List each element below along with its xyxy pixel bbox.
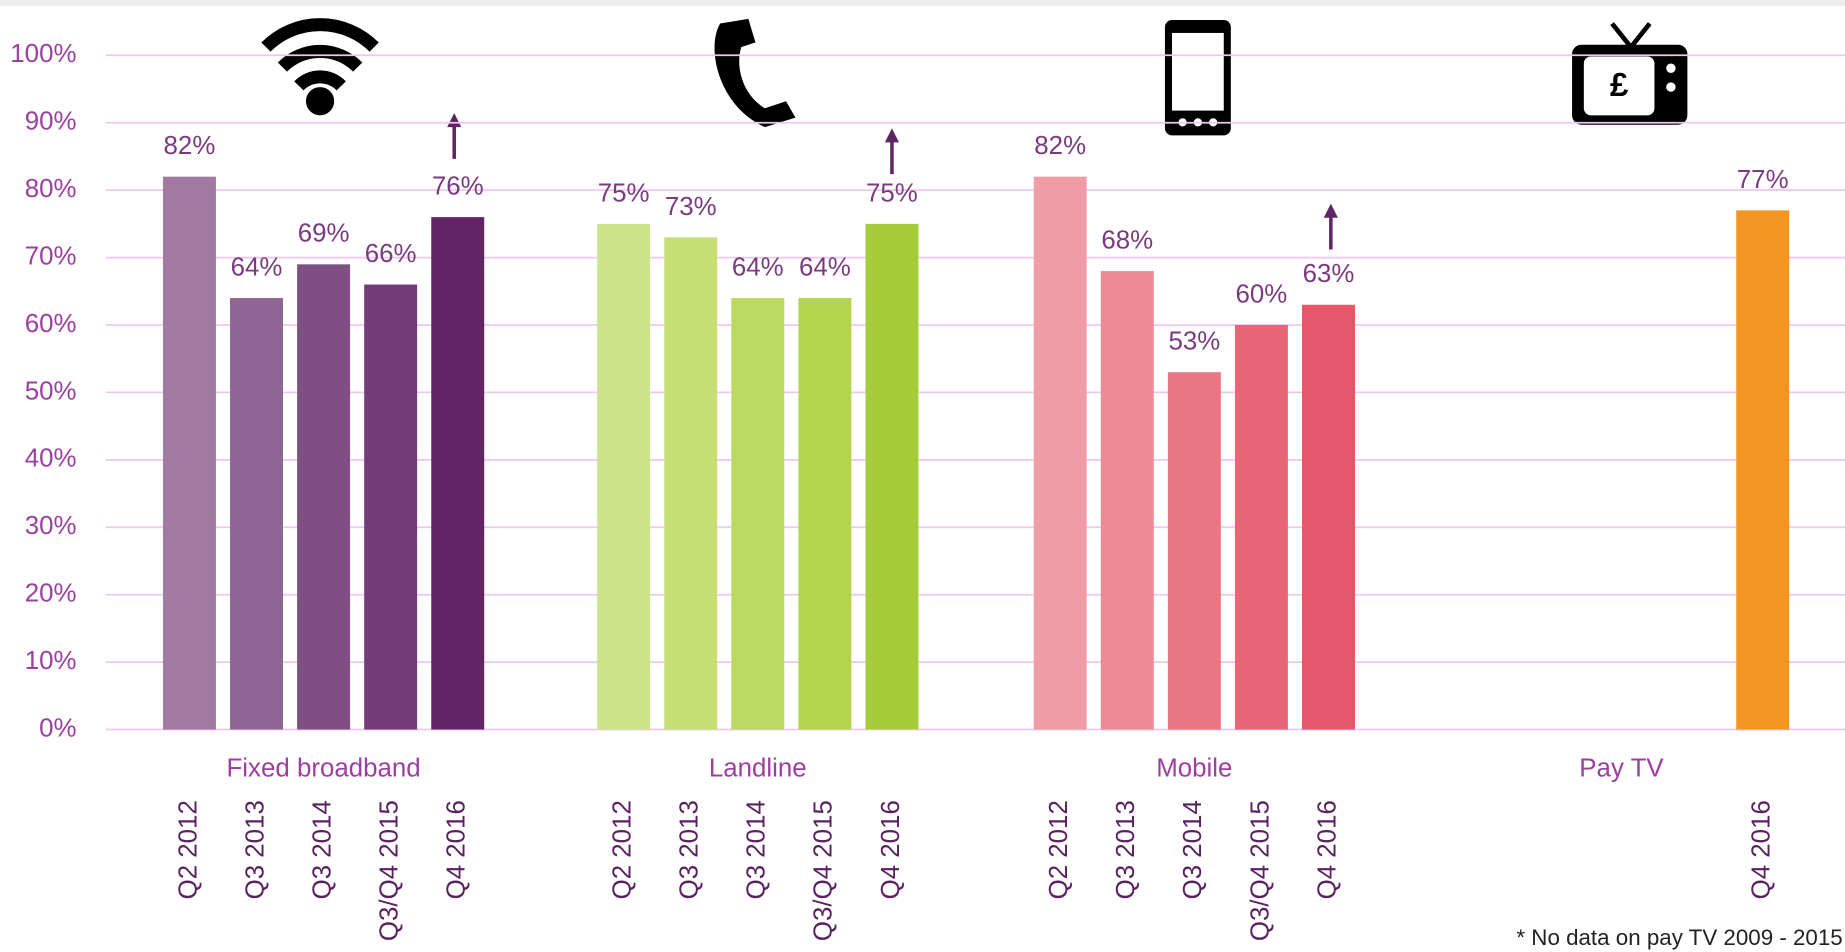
y-tick-label: 90% <box>25 108 77 136</box>
value-label: 53% <box>1168 328 1220 356</box>
y-tick-label: 20% <box>25 580 77 608</box>
x-tick-label: Q3 2014 <box>1179 800 1207 899</box>
x-tick-label: Q4 2016 <box>1313 800 1341 899</box>
y-tick-label: 80% <box>25 175 77 203</box>
value-label: 64% <box>231 253 283 281</box>
bar <box>865 223 919 730</box>
x-tick-label: Q4 2016 <box>443 800 471 899</box>
bar <box>162 176 216 730</box>
group-label: Landline <box>709 754 807 782</box>
phone-icon <box>714 18 796 128</box>
x-tick-label: Q3 2013 <box>241 800 269 899</box>
value-label: 75% <box>866 179 918 207</box>
y-tick-label: 30% <box>25 512 77 540</box>
value-label: 66% <box>365 240 417 268</box>
x-tick-label: Q2 2012 <box>608 800 636 899</box>
value-label: 75% <box>598 179 650 207</box>
bar <box>731 298 785 730</box>
bar <box>1100 271 1154 730</box>
bar <box>364 284 418 730</box>
x-tick-label: Q4 2016 <box>1748 800 1776 899</box>
x-tick-label: Q3/Q4 2015 <box>376 800 404 941</box>
x-tick-label: Q2 2012 <box>1045 800 1073 899</box>
bar <box>431 217 485 730</box>
y-tick-label: 10% <box>25 647 77 675</box>
top-bar <box>0 0 1845 6</box>
bar <box>1033 176 1087 730</box>
value-label: 63% <box>1303 260 1355 288</box>
y-tick-label: 0% <box>39 714 76 742</box>
x-tick-label: Q3 2014 <box>308 800 336 899</box>
value-label: 64% <box>799 253 851 281</box>
tv-icon: £ <box>1572 22 1688 125</box>
footnote: * No data on pay TV 2009 - 2015 <box>1516 925 1842 950</box>
plot: £ 0% 10% 20% 30% 40% 50% 60% 70% 80% 90% 100% Fixed… <box>10 18 1845 950</box>
value-label: 82% <box>1034 132 1086 160</box>
group-label: Mobile <box>1156 754 1232 782</box>
y-tick-label: 70% <box>25 242 77 270</box>
x-tick-label: Q3/Q4 2015 <box>810 800 838 941</box>
bar <box>664 237 718 730</box>
value-label: 68% <box>1101 226 1153 254</box>
mobile-icon <box>1164 20 1231 136</box>
bar <box>1736 210 1790 730</box>
value-label: 64% <box>732 253 784 281</box>
x-tick-label: Q3/Q4 2015 <box>1246 800 1274 941</box>
group-label: Fixed broadband <box>226 754 420 782</box>
value-label: 82% <box>164 132 216 160</box>
wifi-icon <box>261 18 379 116</box>
y-tick-label: 60% <box>25 310 77 338</box>
value-label: 77% <box>1737 166 1789 194</box>
bar <box>1302 304 1355 730</box>
bar <box>1167 372 1221 730</box>
bar <box>798 298 852 730</box>
x-tick-label: Q3 2014 <box>743 800 771 899</box>
x-tick-label: Q2 2012 <box>174 800 202 899</box>
y-tick-label: 50% <box>25 377 77 405</box>
bar <box>1234 325 1288 730</box>
svg-text:£: £ <box>1610 66 1628 103</box>
value-label: 69% <box>298 220 350 248</box>
x-tick-label: Q3 2013 <box>1112 800 1140 899</box>
bar <box>597 223 651 730</box>
group-label: Pay TV <box>1579 754 1664 782</box>
value-label: 73% <box>665 193 717 221</box>
bar <box>230 298 283 730</box>
value-label: 76% <box>432 173 484 201</box>
y-tick-label: 40% <box>25 445 77 473</box>
y-tick-label: 100% <box>10 40 76 68</box>
bar <box>297 264 351 730</box>
x-tick-label: Q3 2013 <box>676 800 704 899</box>
x-tick-label: Q4 2016 <box>877 800 905 899</box>
value-label: 60% <box>1236 280 1288 308</box>
